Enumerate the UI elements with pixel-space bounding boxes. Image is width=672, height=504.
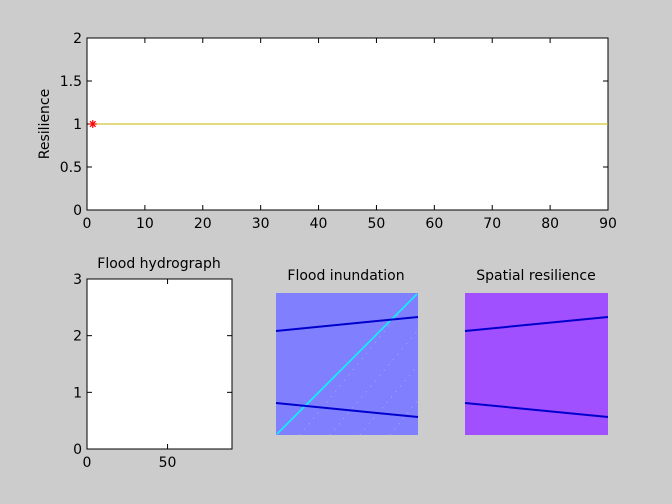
start-star-marker <box>88 120 97 128</box>
x-tick-label: 10 <box>136 216 154 232</box>
x-tick-label: 50 <box>368 216 386 232</box>
x-tick-label: 50 <box>159 455 177 471</box>
x-tick-label: 90 <box>599 216 617 232</box>
y-tick-label: 1.5 <box>60 74 82 90</box>
hydrograph-ticks: 0 50 0 1 2 3 <box>73 272 232 471</box>
inundation-diagonal-line <box>276 293 418 435</box>
y-tick-label: 3 <box>73 272 82 288</box>
x-tick-label: 70 <box>483 216 501 232</box>
resilience-ticks: 0 10 20 30 40 50 60 70 80 90 0 0.5 1 1.5 2 <box>60 31 617 232</box>
hydrograph-plot-area <box>86 278 233 450</box>
inundation-title: Flood inundation <box>287 268 404 284</box>
spatial-resilience-panel: Spatial resilience <box>464 268 609 435</box>
y-tick-label: 1 <box>73 385 82 401</box>
x-tick-label: 60 <box>425 216 443 232</box>
inundation-panel: Flood inundation <box>275 268 419 436</box>
spatial-resilience-image <box>465 293 608 435</box>
y-tick-label: 0 <box>73 442 82 458</box>
y-tick-label: 0.5 <box>60 160 82 176</box>
resilience-axes: 0 10 20 30 40 50 60 70 80 90 0 0.5 1 1.5 2 Resilience <box>37 31 617 232</box>
resilience-ylabel: Resilience <box>37 89 53 159</box>
spatial-lower-road-line <box>464 402 609 418</box>
resilience-series <box>88 120 608 128</box>
x-tick-label: 20 <box>194 216 212 232</box>
inundation-lower-road-line <box>275 402 419 418</box>
y-tick-label: 1 <box>73 117 82 133</box>
x-tick-label: 80 <box>541 216 559 232</box>
x-tick-label: 30 <box>252 216 270 232</box>
y-tick-label: 0 <box>73 203 82 219</box>
x-tick-label: 40 <box>310 216 328 232</box>
spatial-resilience-title: Spatial resilience <box>476 268 595 284</box>
hydrograph-axes: 0 50 0 1 2 3 Flood hydrograph <box>73 256 233 471</box>
x-tick-label: 0 <box>83 455 92 471</box>
spatial-upper-road-line <box>464 316 609 332</box>
inundation-upper-road-line <box>275 316 419 332</box>
x-tick-label: 0 <box>83 216 92 232</box>
y-tick-label: 2 <box>73 329 82 345</box>
hydrograph-title: Flood hydrograph <box>97 256 220 272</box>
y-tick-label: 2 <box>73 31 82 47</box>
inundation-speckle <box>299 299 419 436</box>
